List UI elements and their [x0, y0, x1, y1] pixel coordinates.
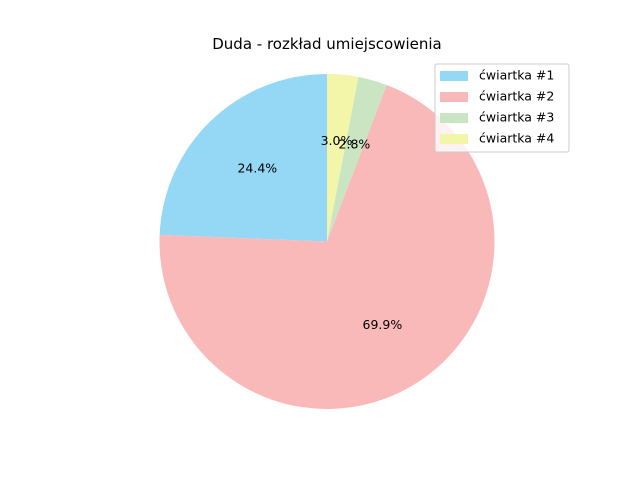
legend-label: ćwiartka #4 [479, 131, 554, 146]
legend-swatch [440, 113, 468, 123]
pie-percent-label: 69.9% [363, 317, 403, 332]
legend-swatch [440, 134, 468, 144]
pie-slice [159, 84, 495, 410]
legend-label: ćwiartka #1 [479, 68, 554, 83]
legend-label: ćwiartka #2 [479, 89, 554, 104]
pie-slice [327, 76, 387, 242]
legend-label: ćwiartka #3 [479, 110, 554, 125]
chart-legend: ćwiartka #1 ćwiartka #2 ćwiartka #3 ćwiartk… [434, 63, 570, 153]
pie-percent-label: 3.0% [321, 133, 353, 148]
legend-swatch [440, 71, 468, 81]
pie-slice [327, 74, 359, 242]
pie-slices [159, 74, 495, 410]
pie-percent-label: 24.4% [237, 161, 277, 176]
chart-title: Duda - rozkład umiejscowienia [212, 35, 442, 53]
legend-frame [434, 63, 570, 153]
pie-slice [159, 74, 327, 242]
pie-percent-labels: 24.4% 69.9% 2.8%3.0% [237, 133, 402, 332]
pie-percent-label: 2.8% [339, 136, 371, 151]
legend-swatch [440, 92, 468, 102]
